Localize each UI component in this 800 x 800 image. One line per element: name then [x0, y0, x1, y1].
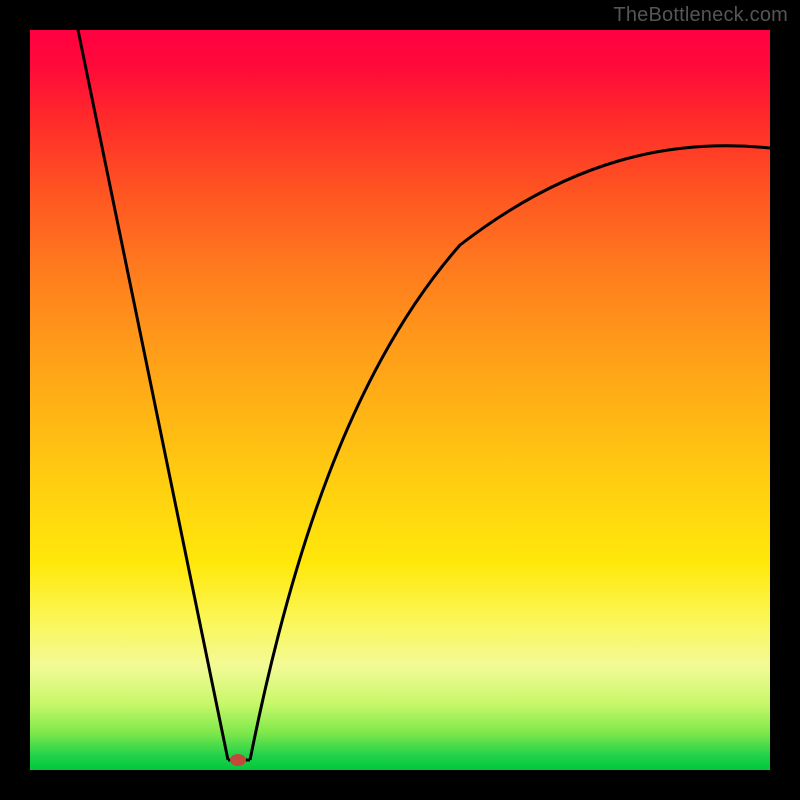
curve-left-segment — [78, 30, 228, 760]
plot-inner — [30, 30, 770, 770]
min-marker — [230, 754, 246, 766]
bottleneck-curve — [30, 30, 770, 770]
watermark: TheBottleneck.com — [613, 4, 788, 27]
plot-area — [30, 30, 770, 770]
curve-right-segment — [250, 146, 770, 760]
